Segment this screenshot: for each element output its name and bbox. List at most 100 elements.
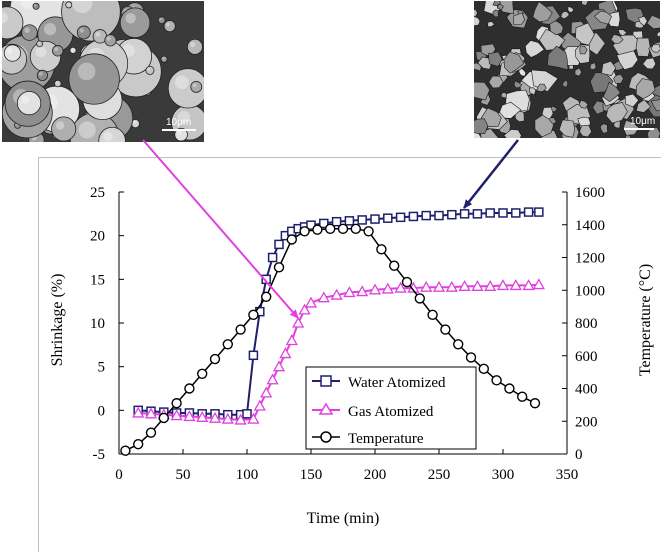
- data-point: [368, 283, 382, 295]
- data-point: [196, 410, 209, 422]
- data-point: [420, 280, 433, 292]
- data-point: [453, 339, 464, 350]
- data-point: [304, 296, 318, 308]
- y-tick-label: 15: [90, 272, 105, 288]
- data-point: [471, 279, 484, 291]
- data-point: [376, 244, 387, 255]
- y-tick-label: 20: [90, 229, 105, 245]
- data-point: [299, 226, 310, 237]
- data-point: [509, 279, 522, 291]
- data-point: [261, 291, 272, 302]
- data-point: [511, 208, 521, 218]
- data-point: [498, 208, 508, 218]
- y2-tick-label: 1000: [575, 283, 605, 299]
- data-point: [285, 334, 298, 346]
- data-point: [319, 218, 329, 229]
- x-tick-label: 200: [364, 467, 387, 483]
- legend-item-gas: Gas Atomized: [312, 402, 434, 420]
- scale-label-right: 10μm: [630, 116, 656, 127]
- legend-label-gas: Gas Atomized: [348, 404, 434, 420]
- data-point: [183, 410, 196, 422]
- data-point: [343, 286, 356, 298]
- data-point: [491, 375, 502, 386]
- data-point: [523, 207, 534, 217]
- data-point: [317, 291, 330, 303]
- data-point: [184, 383, 195, 394]
- data-point: [496, 279, 510, 291]
- data-point: [120, 445, 131, 456]
- data-point: [445, 280, 458, 292]
- y2-tick-label: 1600: [575, 185, 605, 201]
- data-point: [253, 399, 266, 411]
- data-point: [389, 260, 400, 271]
- data-point: [273, 262, 285, 273]
- legend: Water Atomized Gas Atomized Temperature: [305, 366, 477, 450]
- arrow-to-gas-curve: [142, 139, 299, 319]
- y2-tick-label: 600: [575, 349, 598, 365]
- data-point: [529, 398, 541, 409]
- data-point: [395, 212, 406, 223]
- series-triangle: [132, 278, 545, 425]
- data-point: [517, 391, 528, 402]
- y-tick-label: 0: [98, 403, 106, 419]
- data-point: [337, 223, 349, 235]
- data-point: [261, 274, 271, 285]
- data-point: [383, 213, 393, 223]
- data-point: [459, 209, 470, 219]
- chart-frame: [38, 157, 661, 552]
- data-point: [522, 279, 535, 291]
- data-point: [208, 411, 222, 423]
- data-point: [485, 208, 495, 218]
- data-point: [381, 282, 394, 294]
- x-tick-label: 300: [492, 467, 515, 483]
- data-point: [447, 209, 457, 220]
- y2-tick-label: 400: [575, 382, 598, 398]
- data-point: [414, 293, 425, 304]
- x-tick-label: 350: [556, 467, 579, 483]
- y-tick-label: 25: [90, 185, 105, 201]
- series-circle: [120, 223, 541, 456]
- data-point: [427, 309, 438, 321]
- y2-tick-label: 1200: [575, 251, 605, 267]
- data-point: [472, 209, 483, 219]
- data-point: [440, 324, 451, 335]
- data-point: [132, 438, 144, 450]
- data-point: [357, 215, 367, 225]
- data-point: [209, 353, 221, 365]
- data-point: [350, 223, 361, 235]
- data-point: [279, 347, 292, 359]
- data-point: [484, 279, 497, 291]
- x-tick-label: 100: [236, 467, 259, 483]
- data-point: [260, 386, 273, 398]
- data-point: [286, 234, 297, 245]
- data-point: [196, 368, 208, 379]
- micrograph-spherical: [2, 1, 204, 142]
- data-point: [504, 383, 515, 394]
- x-tick-label: 150: [300, 467, 323, 483]
- data-point: [274, 239, 284, 250]
- legend-item-temperature: Temperature: [312, 431, 424, 447]
- data-point: [363, 226, 374, 237]
- data-point: [158, 412, 170, 424]
- y-tick-label: 10: [90, 316, 105, 332]
- data-point: [331, 216, 342, 227]
- legend-label-temperature: Temperature: [348, 431, 424, 447]
- data-point: [221, 412, 234, 424]
- y2-tick-label: 1400: [575, 218, 605, 234]
- data-point: [534, 207, 544, 217]
- data-point: [267, 252, 278, 263]
- y2-tick-label: 800: [575, 316, 598, 332]
- data-point: [532, 278, 545, 290]
- y-axis-title: Shrinkage (%): [49, 274, 66, 367]
- data-point: [434, 210, 444, 221]
- data-point: [234, 413, 247, 425]
- scale-label-left: 10μm: [166, 117, 192, 128]
- data-point: [235, 324, 246, 335]
- x-tick-label: 50: [176, 467, 191, 483]
- x-axis-title: Time (min): [307, 510, 380, 527]
- y-tick-label: -5: [93, 447, 106, 463]
- data-point: [248, 309, 259, 321]
- data-point: [465, 352, 477, 363]
- data-point: [298, 303, 311, 315]
